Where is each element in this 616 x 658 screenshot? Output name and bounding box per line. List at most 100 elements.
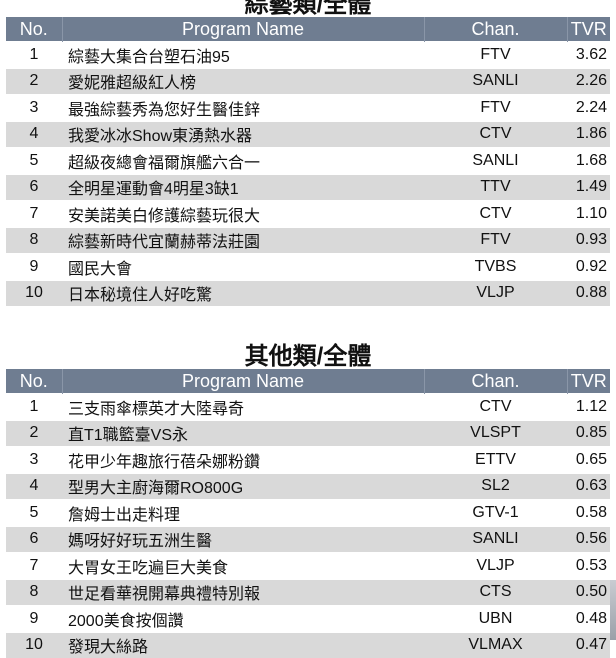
col-header-tvr: TVR [567, 17, 610, 42]
tvr-cell: 0.47 [567, 631, 610, 658]
channel-cell: VLMAX [424, 631, 567, 658]
program-name-cell: 型男大主廚海爾RO800G [62, 472, 424, 500]
channel-cell: FTV [424, 94, 567, 121]
rank-cell: 3 [6, 94, 62, 121]
rank-cell: 4 [6, 120, 62, 148]
table-row: 9 國民大會 TVBS 0.92 [6, 253, 610, 280]
channel-cell: TTV [424, 173, 567, 201]
program-name-cell: 最強綜藝秀為您好生醫佳鋅 [62, 94, 424, 121]
channel-cell: CTV [424, 120, 567, 148]
col-header-channel: Chan. [424, 17, 568, 42]
tvr-cell: 0.53 [567, 552, 610, 579]
tvr-cell: 0.92 [567, 253, 610, 280]
col-header-no: No. [6, 17, 63, 42]
table-row: 3 最強綜藝秀為您好生醫佳鋅 FTV 2.24 [6, 94, 610, 121]
tvr-cell: 0.63 [567, 472, 610, 500]
program-name-cell: 詹姆士出走料理 [62, 499, 424, 526]
program-name-cell: 直T1職籃臺VS永 [62, 419, 424, 447]
channel-cell: CTV [424, 393, 567, 420]
tvr-cell: 1.10 [567, 200, 610, 227]
rank-cell: 8 [6, 226, 62, 254]
rank-cell: 9 [6, 253, 62, 280]
tvr-cell: 3.62 [567, 41, 610, 68]
tvr-cell: 2.24 [567, 94, 610, 121]
tvr-cell: 1.68 [567, 147, 610, 174]
channel-cell: VLJP [424, 552, 567, 579]
rank-cell: 1 [6, 393, 62, 420]
tvr-cell: 0.88 [567, 279, 610, 306]
program-name-cell: 三支雨傘標英才大陸尋奇 [62, 393, 424, 420]
rank-cell: 4 [6, 472, 62, 500]
channel-cell: VLJP [424, 279, 567, 306]
rank-cell: 8 [6, 578, 62, 606]
tvr-cell: 0.48 [567, 605, 610, 632]
other-ratings-table: No. Program Name Chan. TVR 1 三支雨傘標英才大陸尋奇 C… [6, 369, 610, 658]
channel-cell: SANLI [424, 67, 567, 95]
header-row: No. Program Name Chan. TVR [6, 17, 610, 42]
channel-cell: CTS [424, 578, 567, 606]
tvr-cell: 0.85 [567, 419, 610, 447]
program-name-cell: 大胃女王吃遍巨大美食 [62, 552, 424, 579]
tvr-cell: 2.26 [567, 67, 610, 95]
col-header-program-name: Program Name [62, 369, 425, 394]
table-row: 2 直T1職籃臺VS永 VLSPT 0.85 [6, 419, 610, 447]
program-name-cell: 2000美食按個讚 [62, 605, 424, 632]
col-header-channel: Chan. [424, 369, 568, 394]
table-row: 5 詹姆士出走料理 GTV-1 0.58 [6, 499, 610, 526]
channel-cell: TVBS [424, 253, 567, 280]
table-row: 7 大胃女王吃遍巨大美食 VLJP 0.53 [6, 552, 610, 579]
variety-ratings-table: No. Program Name Chan. TVR 1 綜藝大集合台塑石油95 F… [6, 17, 610, 306]
table-row: 4 我愛冰冰Show東湧熱水器 CTV 1.86 [6, 120, 610, 148]
rank-cell: 1 [6, 41, 62, 68]
rank-cell: 6 [6, 173, 62, 201]
table-row: 6 媽呀好好玩五洲生醫 SANLI 0.56 [6, 525, 610, 553]
channel-cell: SANLI [424, 525, 567, 553]
program-name-cell: 安美諾美白修護綜藝玩很大 [62, 200, 424, 227]
table-row: 10 發現大絲路 VLMAX 0.47 [6, 631, 610, 658]
rank-cell: 9 [6, 605, 62, 632]
program-name-cell: 我愛冰冰Show東湧熱水器 [62, 120, 424, 148]
tvr-cell: 0.56 [567, 525, 610, 553]
table-row: 3 花甲少年趣旅行蓓朵娜粉鑽 ETTV 0.65 [6, 446, 610, 473]
col-header-program-name: Program Name [62, 17, 425, 42]
program-name-cell: 發現大絲路 [62, 631, 424, 658]
program-name-cell: 世足看華視開幕典禮特別報 [62, 578, 424, 606]
edge-decoration [610, 580, 616, 640]
channel-cell: SANLI [424, 147, 567, 174]
rank-cell: 10 [6, 279, 62, 306]
channel-cell: CTV [424, 200, 567, 227]
tvr-cell: 1.12 [567, 393, 610, 420]
tvr-cell: 0.58 [567, 499, 610, 526]
other-table-title: 其他類/全體 [244, 343, 372, 370]
channel-cell: FTV [424, 41, 567, 68]
program-name-cell: 全明星運動會4明星3缺1 [62, 173, 424, 201]
rank-cell: 5 [6, 147, 62, 174]
rank-cell: 7 [6, 552, 62, 579]
program-name-cell: 媽呀好好玩五洲生醫 [62, 525, 424, 553]
table-row: 8 世足看華視開幕典禮特別報 CTS 0.50 [6, 578, 610, 606]
table-row: 2 愛妮雅超級紅人榜 SANLI 2.26 [6, 67, 610, 95]
rank-cell: 3 [6, 446, 62, 473]
col-header-no: No. [6, 369, 63, 394]
variety-table-title: 綜藝類/全體 [244, 0, 372, 18]
table-row: 1 三支雨傘標英才大陸尋奇 CTV 1.12 [6, 393, 610, 420]
program-name-cell: 超級夜總會福爾旗艦六合一 [62, 147, 424, 174]
table-row: 1 綜藝大集合台塑石油95 FTV 3.62 [6, 41, 610, 68]
program-name-cell: 花甲少年趣旅行蓓朵娜粉鑽 [62, 446, 424, 473]
rank-cell: 5 [6, 499, 62, 526]
tvr-cell: 1.86 [567, 120, 610, 148]
channel-cell: UBN [424, 605, 567, 632]
program-name-cell: 國民大會 [62, 253, 424, 280]
rank-cell: 6 [6, 525, 62, 553]
channel-cell: GTV-1 [424, 499, 567, 526]
channel-cell: ETTV [424, 446, 567, 473]
tvr-cell: 0.93 [567, 226, 610, 254]
program-name-cell: 愛妮雅超級紅人榜 [62, 67, 424, 95]
channel-cell: VLSPT [424, 419, 567, 447]
table-row: 8 綜藝新時代宜蘭赫蒂法莊園 FTV 0.93 [6, 226, 610, 254]
channel-cell: SL2 [424, 472, 567, 500]
tvr-cell: 0.65 [567, 446, 610, 473]
program-name-cell: 綜藝大集合台塑石油95 [62, 41, 424, 68]
table-row: 4 型男大主廚海爾RO800G SL2 0.63 [6, 472, 610, 500]
table-row: 7 安美諾美白修護綜藝玩很大 CTV 1.10 [6, 200, 610, 227]
